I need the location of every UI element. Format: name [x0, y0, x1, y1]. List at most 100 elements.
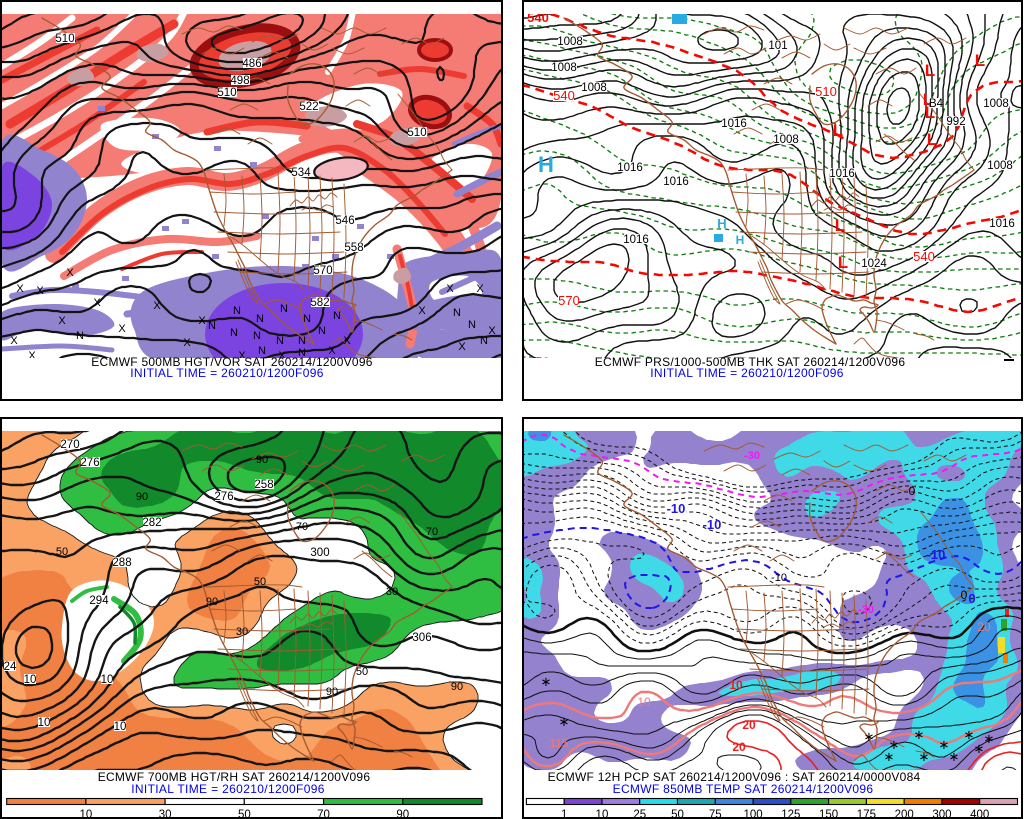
svg-text:X: X	[476, 283, 484, 295]
svg-text:90: 90	[396, 809, 409, 817]
svg-text:∗: ∗	[889, 737, 900, 752]
svg-text:ECMWF 500MB HGT/VOR SAT 260214: ECMWF 500MB HGT/VOR SAT 260214/1200V096	[91, 355, 373, 369]
svg-text:276: 276	[214, 491, 233, 503]
svg-text:∗: ∗	[984, 731, 995, 746]
svg-text:10: 10	[596, 809, 609, 817]
svg-text:1008: 1008	[581, 82, 607, 94]
svg-text:270: 270	[60, 439, 79, 451]
svg-text:∗: ∗	[974, 741, 985, 756]
svg-text:1008: 1008	[987, 160, 1013, 172]
svg-text:582: 582	[310, 297, 329, 309]
svg-text:N: N	[468, 319, 476, 331]
svg-text:X: X	[28, 350, 36, 362]
svg-text:X: X	[16, 283, 24, 295]
svg-text:20: 20	[732, 740, 746, 754]
svg-text:X: X	[58, 315, 66, 327]
svg-text:50: 50	[56, 546, 68, 558]
svg-text:30: 30	[159, 809, 172, 817]
svg-text:50: 50	[356, 666, 368, 678]
svg-text:N: N	[453, 307, 461, 319]
svg-text:70: 70	[296, 521, 308, 533]
svg-text:25: 25	[633, 809, 646, 817]
svg-text:510: 510	[217, 87, 236, 99]
svg-text:L: L	[927, 130, 937, 149]
svg-text:∗: ∗	[949, 749, 960, 764]
svg-text:1016: 1016	[829, 168, 855, 180]
svg-text:X: X	[343, 335, 351, 347]
svg-text:10: 10	[729, 678, 743, 692]
svg-text:1: 1	[561, 809, 567, 817]
svg-text:30: 30	[386, 586, 398, 598]
svg-text:200: 200	[895, 809, 914, 817]
svg-text:50: 50	[238, 809, 251, 817]
svg-text:-10: -10	[667, 501, 686, 516]
svg-text:276: 276	[80, 457, 99, 469]
svg-text:0: 0	[968, 591, 975, 606]
svg-text:90: 90	[326, 686, 338, 698]
svg-text:N: N	[480, 335, 488, 347]
svg-text:∗: ∗	[541, 674, 552, 689]
svg-text:B4: B4	[929, 98, 944, 110]
svg-text:540: 540	[527, 10, 549, 25]
svg-text:X: X	[278, 350, 286, 362]
svg-text:10: 10	[114, 721, 127, 733]
svg-text:X: X	[118, 323, 126, 335]
svg-text:H: H	[736, 233, 745, 247]
svg-text:X: X	[36, 285, 44, 297]
svg-text:20: 20	[977, 620, 991, 634]
svg-text:992: 992	[946, 116, 965, 128]
svg-text:ECMWF PRS/1000-500MB THK SAT 2: ECMWF PRS/1000-500MB THK SAT 260214/1200…	[595, 355, 906, 369]
svg-text:0: 0	[961, 588, 968, 602]
svg-text:N: N	[280, 303, 288, 315]
svg-text:30: 30	[236, 626, 248, 638]
svg-text:N: N	[333, 310, 341, 322]
svg-text:N: N	[256, 313, 264, 325]
svg-text:510: 510	[815, 84, 837, 99]
svg-text:INITIAL TIME = 260210/1200F096: INITIAL TIME = 260210/1200F096	[131, 782, 325, 796]
svg-text:L: L	[925, 103, 935, 122]
svg-text:X: X	[10, 335, 18, 347]
svg-text:X: X	[458, 341, 466, 353]
svg-text:10: 10	[38, 717, 51, 729]
svg-text:498: 498	[230, 75, 249, 87]
svg-text:X: X	[418, 305, 426, 317]
svg-text:X: X	[153, 300, 161, 312]
svg-text:258: 258	[254, 479, 273, 491]
svg-text:L: L	[838, 253, 848, 272]
svg-text:N: N	[76, 330, 84, 342]
svg-text:L: L	[835, 216, 845, 235]
svg-text:90: 90	[206, 596, 218, 608]
svg-text:300: 300	[932, 809, 951, 817]
svg-text:1016: 1016	[617, 162, 643, 174]
svg-text:N: N	[230, 327, 238, 339]
svg-text:X: X	[328, 345, 336, 357]
svg-text:N: N	[233, 305, 241, 317]
svg-text:N: N	[253, 330, 261, 342]
svg-text:-30: -30	[858, 604, 874, 616]
svg-text:546: 546	[335, 215, 354, 227]
svg-text:ECMWF 700MB HGT/RH SAT 260214/: ECMWF 700MB HGT/RH SAT 260214/1200V096	[98, 770, 371, 784]
svg-text:75: 75	[709, 809, 722, 817]
svg-text:540: 540	[553, 88, 575, 103]
svg-text:L: L	[923, 90, 933, 109]
svg-text:558: 558	[344, 242, 363, 254]
svg-text:X: X	[238, 350, 246, 362]
svg-text:306: 306	[412, 632, 431, 644]
svg-text:L: L	[833, 121, 843, 140]
svg-text:∗: ∗	[919, 749, 930, 764]
svg-text:570: 570	[313, 265, 332, 277]
svg-text:∗: ∗	[884, 749, 895, 764]
svg-text:294: 294	[89, 595, 109, 607]
svg-text:X: X	[183, 337, 191, 349]
svg-text:1016: 1016	[721, 118, 747, 130]
svg-text:N: N	[298, 335, 306, 347]
svg-text:1008: 1008	[983, 98, 1009, 110]
svg-text:522: 522	[299, 101, 318, 113]
svg-text:510: 510	[55, 33, 74, 45]
svg-text:∗: ∗	[559, 714, 570, 729]
svg-text:INITIAL TIME = 260210/1200F096: INITIAL TIME = 260210/1200F096	[650, 366, 844, 380]
svg-text:115: 115	[549, 736, 568, 750]
svg-text:50: 50	[254, 576, 266, 588]
svg-text:∗: ∗	[964, 727, 975, 742]
svg-text:1024: 1024	[861, 258, 887, 270]
